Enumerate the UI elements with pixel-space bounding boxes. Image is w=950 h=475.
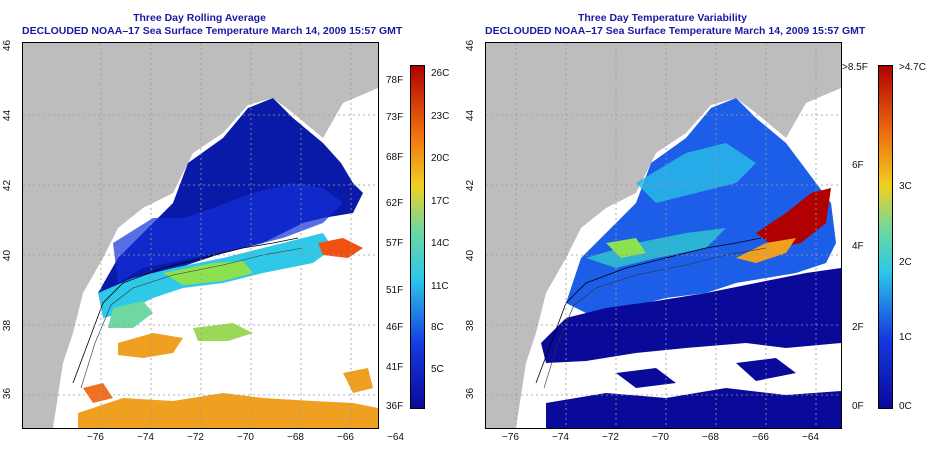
right-ytick: 38 [465, 319, 477, 332]
left-shelf-contour-2 [80, 247, 304, 389]
right-cbar-f: >8.5F [842, 62, 868, 73]
left-xtick: −70 [237, 432, 254, 443]
left-ytick: 38 [2, 319, 14, 332]
left-shelf-contour [72, 237, 299, 384]
left-cbar-f: 68F [386, 152, 404, 163]
left-cbar-c: 17C [431, 196, 450, 207]
left-xtick: −64 [387, 432, 404, 443]
left-warm-patch-1 [318, 238, 363, 258]
left-cbar-c: 23C [431, 111, 450, 122]
left-ytick: 36 [2, 387, 14, 400]
right-xtick: −64 [802, 432, 819, 443]
left-land [23, 43, 378, 428]
left-cbar-f: 51F [386, 285, 404, 296]
left-xtick: −66 [337, 432, 354, 443]
left-title: Three Day Rolling Average DECLOUDED NOAA… [22, 12, 403, 38]
right-title-sub: DECLOUDED NOAA–17 Sea Surface Temperatur… [485, 25, 866, 37]
left-warm-bottom-2 [83, 383, 113, 403]
right-cbar-c: >4.7C [899, 62, 926, 73]
right-cbar-f: 0F [852, 401, 864, 412]
right-xtick: −68 [702, 432, 719, 443]
left-green-patch [163, 261, 253, 285]
right-red-hotspot [756, 188, 831, 248]
right-title: Three Day Temperature Variability DECLOU… [485, 12, 866, 38]
left-cbar-f: 73F [386, 112, 404, 123]
right-navy-patch [616, 368, 676, 388]
left-green-patch-2 [108, 301, 153, 328]
right-ytick: 46 [465, 39, 477, 52]
right-xtick: −76 [502, 432, 519, 443]
left-grid [23, 43, 378, 428]
right-orange-streak [736, 238, 796, 263]
right-xtick: −72 [602, 432, 619, 443]
left-cbar-f: 36F [386, 401, 404, 412]
right-ytick: 42 [465, 179, 477, 192]
right-cbar-f: 4F [852, 241, 864, 252]
right-grid [486, 43, 841, 428]
left-warm-patch-4 [343, 368, 373, 393]
right-xtick: −74 [552, 432, 569, 443]
left-cbar-f: 41F [386, 362, 404, 373]
left-cbar-c: 14C [431, 238, 450, 249]
left-xtick: −76 [87, 432, 104, 443]
left-xtick: −74 [137, 432, 154, 443]
left-cbar-c: 20C [431, 153, 450, 164]
right-land [486, 43, 841, 428]
right-map-svg [486, 43, 841, 428]
right-variability-map [485, 42, 842, 429]
left-xtick: −68 [287, 432, 304, 443]
left-colorbar [410, 65, 425, 409]
left-sst-map [22, 42, 379, 429]
left-cbar-c: 11C [431, 281, 449, 292]
right-ytick: 36 [465, 387, 477, 400]
left-ytick: 44 [2, 109, 14, 122]
left-cbar-c: 8C [431, 322, 444, 333]
left-warm-bottom [78, 393, 378, 428]
left-title-sub: DECLOUDED NOAA–17 Sea Surface Temperatur… [22, 25, 403, 37]
left-map-svg [23, 43, 378, 428]
right-shelf-contour-2 [543, 247, 767, 389]
right-cbar-c: 3C [899, 181, 912, 192]
left-cbar-f: 57F [386, 238, 404, 249]
right-cbar-f: 2F [852, 322, 864, 333]
left-ytick: 42 [2, 179, 14, 192]
left-ytick: 40 [2, 249, 14, 262]
left-xtick: −72 [187, 432, 204, 443]
right-cbar-f: 6F [852, 160, 864, 171]
right-ytick: 44 [465, 109, 477, 122]
right-navy-bottom [546, 388, 841, 428]
left-cbar-f: 62F [386, 198, 404, 209]
right-xtick: −70 [652, 432, 669, 443]
right-title-main: Three Day Temperature Variability [577, 12, 748, 24]
right-shelf-contour [535, 237, 762, 384]
left-cbar-f: 78F [386, 75, 404, 86]
left-warm-patch-2 [118, 333, 183, 358]
right-cbar-c: 2C [899, 257, 912, 268]
right-xtick: −66 [752, 432, 769, 443]
left-warm-patch-3 [193, 323, 253, 341]
left-cbar-c: 5C [431, 364, 444, 375]
right-colorbar [878, 65, 893, 409]
left-title-main: Three Day Rolling Average [133, 12, 266, 24]
left-ytick: 46 [2, 39, 14, 52]
right-cbar-c: 0C [899, 401, 912, 412]
right-ytick: 40 [465, 249, 477, 262]
left-cbar-f: 46F [386, 322, 404, 333]
left-cold-patch [113, 183, 343, 283]
left-cbar-c: 26C [431, 68, 450, 79]
right-cbar-c: 1C [899, 332, 912, 343]
